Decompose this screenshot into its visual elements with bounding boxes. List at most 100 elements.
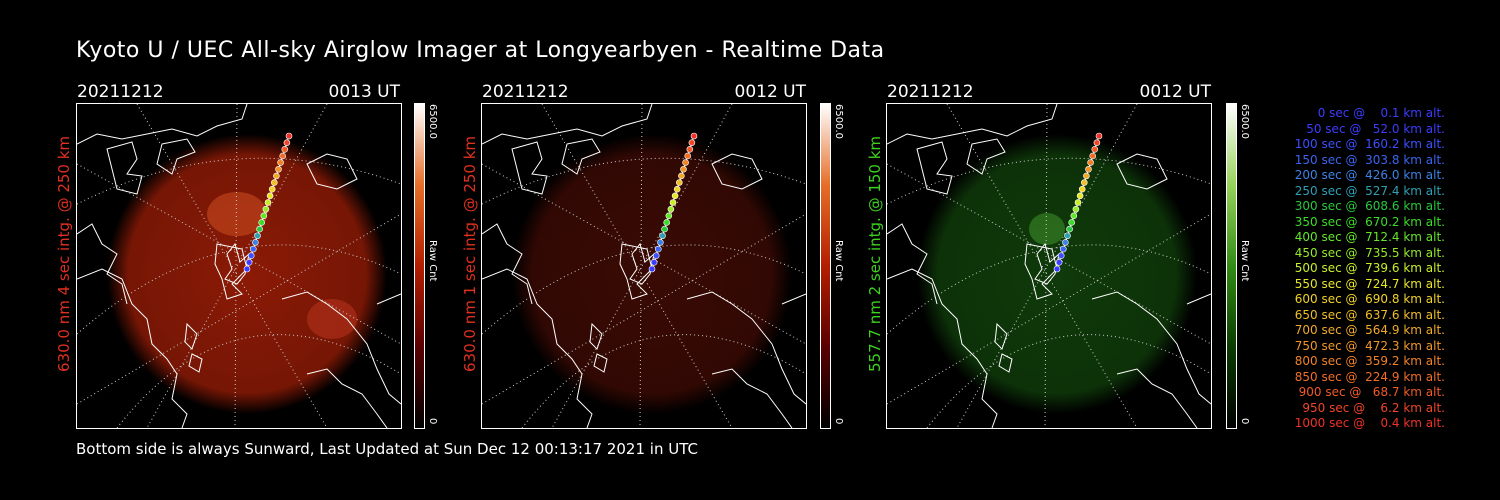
trajectory-point [669, 199, 677, 206]
trajectory-legend: 0 sec @ 0.1 km alt. 50 sec @ 52.0 km alt.… [1255, 106, 1445, 432]
coastline [1116, 368, 1198, 428]
panel-2-colorbar [820, 103, 831, 429]
trajectory-point [262, 205, 270, 213]
trajectory-point [648, 265, 656, 273]
grid-line [482, 157, 806, 205]
trajectory-point [1085, 165, 1092, 173]
trajectory-point [1064, 232, 1071, 240]
panel-2-ylabel: 630.0 nm 1 sec intg. @ 250 km [461, 135, 479, 372]
legend-row: 500 sec @ 739.6 km alt. [1294, 261, 1445, 275]
trajectory-point [1087, 159, 1094, 166]
trajectory-point [1093, 139, 1101, 146]
trajectory-point [673, 185, 681, 193]
coastline [281, 291, 401, 405]
coastline [887, 268, 998, 428]
legend-row: 100 sec @ 160.2 km alt. [1294, 137, 1445, 151]
trajectory-point [1055, 259, 1063, 266]
coastline [306, 153, 358, 190]
trajectory-point [281, 145, 289, 153]
panel-2-cbar-max: 6500.0 [833, 104, 844, 139]
legend-row: 450 sec @ 735.5 km alt. [1294, 245, 1445, 260]
trajectory-point [665, 212, 673, 220]
panel-2-image [481, 103, 807, 429]
coastline [1091, 291, 1211, 405]
coastline [998, 353, 1013, 373]
trajectory-point [1066, 225, 1073, 233]
trajectory-point [1074, 199, 1082, 206]
trajectory-point [1095, 132, 1103, 140]
trajectory-point [245, 259, 253, 266]
panel-3-cbar-unit: Raw Cnt [1239, 240, 1250, 282]
trajectory-point [266, 192, 274, 200]
coastline [686, 291, 806, 405]
coastline [306, 368, 388, 428]
trajectory-point [260, 212, 268, 220]
trajectory-point [1072, 205, 1080, 213]
trajectory-point [686, 145, 694, 153]
panel-1-cbar-unit: Raw Cnt [427, 240, 438, 282]
panel-2-time: 0012 UT [734, 82, 807, 102]
svalbard-outline [224, 242, 250, 285]
coastline [482, 268, 593, 428]
legend-row: 400 sec @ 712.4 km alt. [1294, 230, 1445, 244]
coastline [711, 368, 793, 428]
coastline [1116, 153, 1168, 190]
panel-1-ylabel: 630.0 nm 4 sec intg. @ 250 km [55, 135, 73, 372]
panel-3-time: 0012 UT [1139, 82, 1212, 102]
trajectory-point [652, 252, 660, 259]
trajectory-point [1078, 185, 1086, 193]
panel-2-date: 20211212 [482, 82, 569, 102]
grid-line [887, 157, 1211, 205]
footer-note: Bottom side is always Sunward, Last Upda… [76, 440, 698, 458]
panel-3-cbar-max: 6500.0 [1239, 104, 1250, 139]
legend-row: 300 sec @ 608.6 km alt. [1294, 199, 1445, 213]
coastline [482, 223, 533, 305]
trajectory-point [1053, 265, 1061, 273]
grid-line [482, 163, 806, 345]
coastline [781, 293, 806, 305]
grid-line [887, 244, 1211, 335]
coastline [916, 141, 953, 195]
coastline [619, 243, 653, 300]
coastline [77, 104, 248, 145]
grid-line [77, 244, 401, 335]
grid-line [926, 334, 1211, 428]
trajectory-point [650, 259, 658, 266]
coastline [77, 223, 128, 305]
trajectory-point [252, 239, 259, 246]
legend-row: 0 sec @ 0.1 km alt. [1317, 106, 1445, 120]
trajectory-point [1068, 219, 1075, 226]
grid-line [887, 163, 1211, 345]
coastline [482, 104, 653, 145]
trajectory-point [254, 232, 261, 240]
airglow-disk [512, 134, 792, 414]
trajectory-point [271, 179, 278, 186]
coastline [511, 141, 548, 195]
page-title: Kyoto U / UEC All-sky Airglow Imager at … [76, 38, 885, 63]
legend-row: 750 sec @ 472.3 km alt. [1294, 338, 1445, 353]
trajectory-point [657, 239, 664, 246]
coastline [184, 322, 198, 350]
legend-row: 1000 sec @ 0.4 km alt. [1294, 416, 1445, 430]
coastline [77, 268, 188, 428]
trajectory-point [250, 245, 257, 253]
coastline [214, 243, 248, 300]
airglow-patch [1029, 213, 1065, 245]
trajectory-point [676, 179, 683, 186]
coastline [966, 138, 1006, 175]
trajectory-point [256, 225, 263, 233]
trajectory-point [684, 152, 691, 160]
coastline [1186, 293, 1211, 305]
coastline [887, 223, 938, 305]
legend-row: 700 sec @ 564.9 km alt. [1294, 323, 1445, 337]
coastline [994, 322, 1008, 350]
panel-1-colorbar [414, 103, 425, 429]
panel-2-cbar-min: 0 [833, 418, 844, 425]
trajectory-point [247, 252, 255, 259]
legend-row: 600 sec @ 690.8 km alt. [1294, 292, 1445, 306]
trajectory-point [283, 139, 291, 146]
trajectory-point [1057, 252, 1065, 259]
trajectory-point [678, 172, 685, 180]
trajectory-point [264, 199, 272, 206]
panel-1-time: 0013 UT [328, 82, 401, 102]
